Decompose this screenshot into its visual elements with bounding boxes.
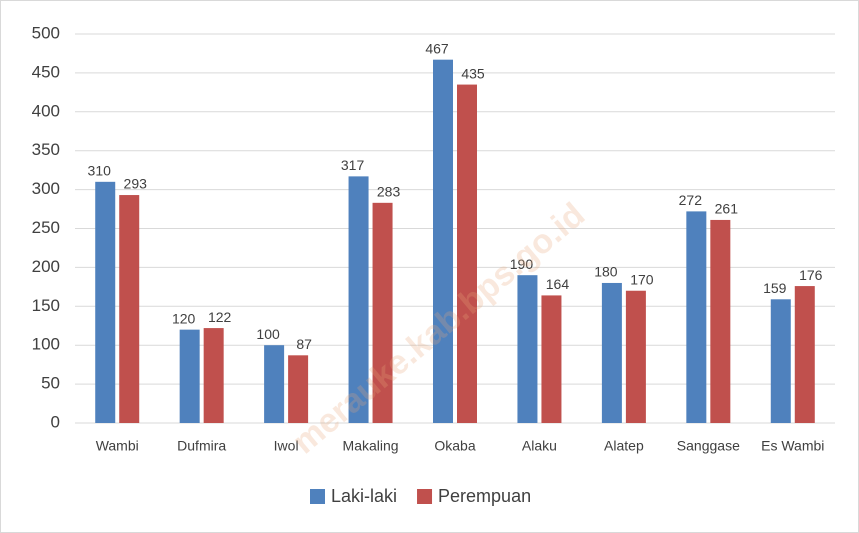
bar (770, 299, 791, 423)
x-tick-label: Alaku (522, 438, 557, 454)
data-label: 310 (88, 163, 112, 179)
y-tick-label: 0 (51, 412, 60, 431)
data-label: 272 (679, 192, 703, 208)
bar (601, 282, 622, 423)
data-label: 180 (594, 264, 618, 280)
data-label: 164 (546, 276, 570, 292)
legend-label: Perempuan (438, 486, 531, 506)
y-tick-label: 200 (32, 257, 60, 276)
bar (348, 176, 369, 423)
y-tick-label: 150 (32, 296, 60, 315)
data-label: 122 (208, 309, 232, 325)
bar (710, 219, 731, 423)
x-tick-label: Okaba (434, 438, 475, 454)
bar (288, 355, 309, 423)
bar (119, 195, 140, 423)
data-label: 176 (799, 267, 823, 283)
bar (433, 59, 453, 423)
x-tick-label: Es Wambi (761, 438, 824, 454)
bar (203, 328, 224, 423)
x-tick-label: Makaling (343, 438, 399, 454)
bar (95, 181, 116, 423)
y-tick-label: 100 (32, 335, 60, 354)
legend-label: Laki-laki (331, 486, 397, 506)
x-tick-label: Wambi (96, 438, 139, 454)
bar (179, 329, 200, 423)
bar (625, 290, 646, 423)
data-label: 120 (172, 310, 196, 326)
y-tick-label: 400 (32, 101, 60, 120)
y-tick-label: 350 (32, 140, 60, 159)
data-label: 283 (377, 184, 401, 200)
legend-swatch (310, 489, 325, 504)
bar (264, 345, 285, 423)
data-label: 87 (296, 336, 312, 352)
bar (686, 211, 707, 423)
bar (517, 275, 538, 423)
x-tick-label: Iwol (274, 438, 299, 454)
data-label: 100 (256, 326, 280, 342)
bar (372, 202, 393, 423)
y-tick-label: 250 (32, 218, 60, 237)
x-tick-label: Dufmira (177, 438, 226, 454)
bar (794, 286, 815, 423)
y-tick-label: 50 (41, 374, 60, 393)
data-label: 435 (461, 65, 485, 81)
y-tick-label: 500 (32, 23, 60, 42)
y-tick-label: 300 (32, 179, 60, 198)
data-label: 261 (715, 201, 739, 217)
data-label: 170 (630, 271, 654, 287)
data-label: 293 (124, 176, 148, 192)
legend-swatch (417, 489, 433, 504)
bar (541, 295, 562, 423)
data-label: 159 (763, 280, 787, 296)
x-tick-label: Alatep (604, 438, 644, 454)
data-label: 467 (425, 40, 449, 56)
data-label: 190 (510, 256, 534, 272)
y-tick-label: 450 (32, 62, 60, 81)
bar (457, 84, 477, 423)
data-label: 317 (341, 157, 365, 173)
x-tick-label: Sanggase (677, 438, 740, 454)
